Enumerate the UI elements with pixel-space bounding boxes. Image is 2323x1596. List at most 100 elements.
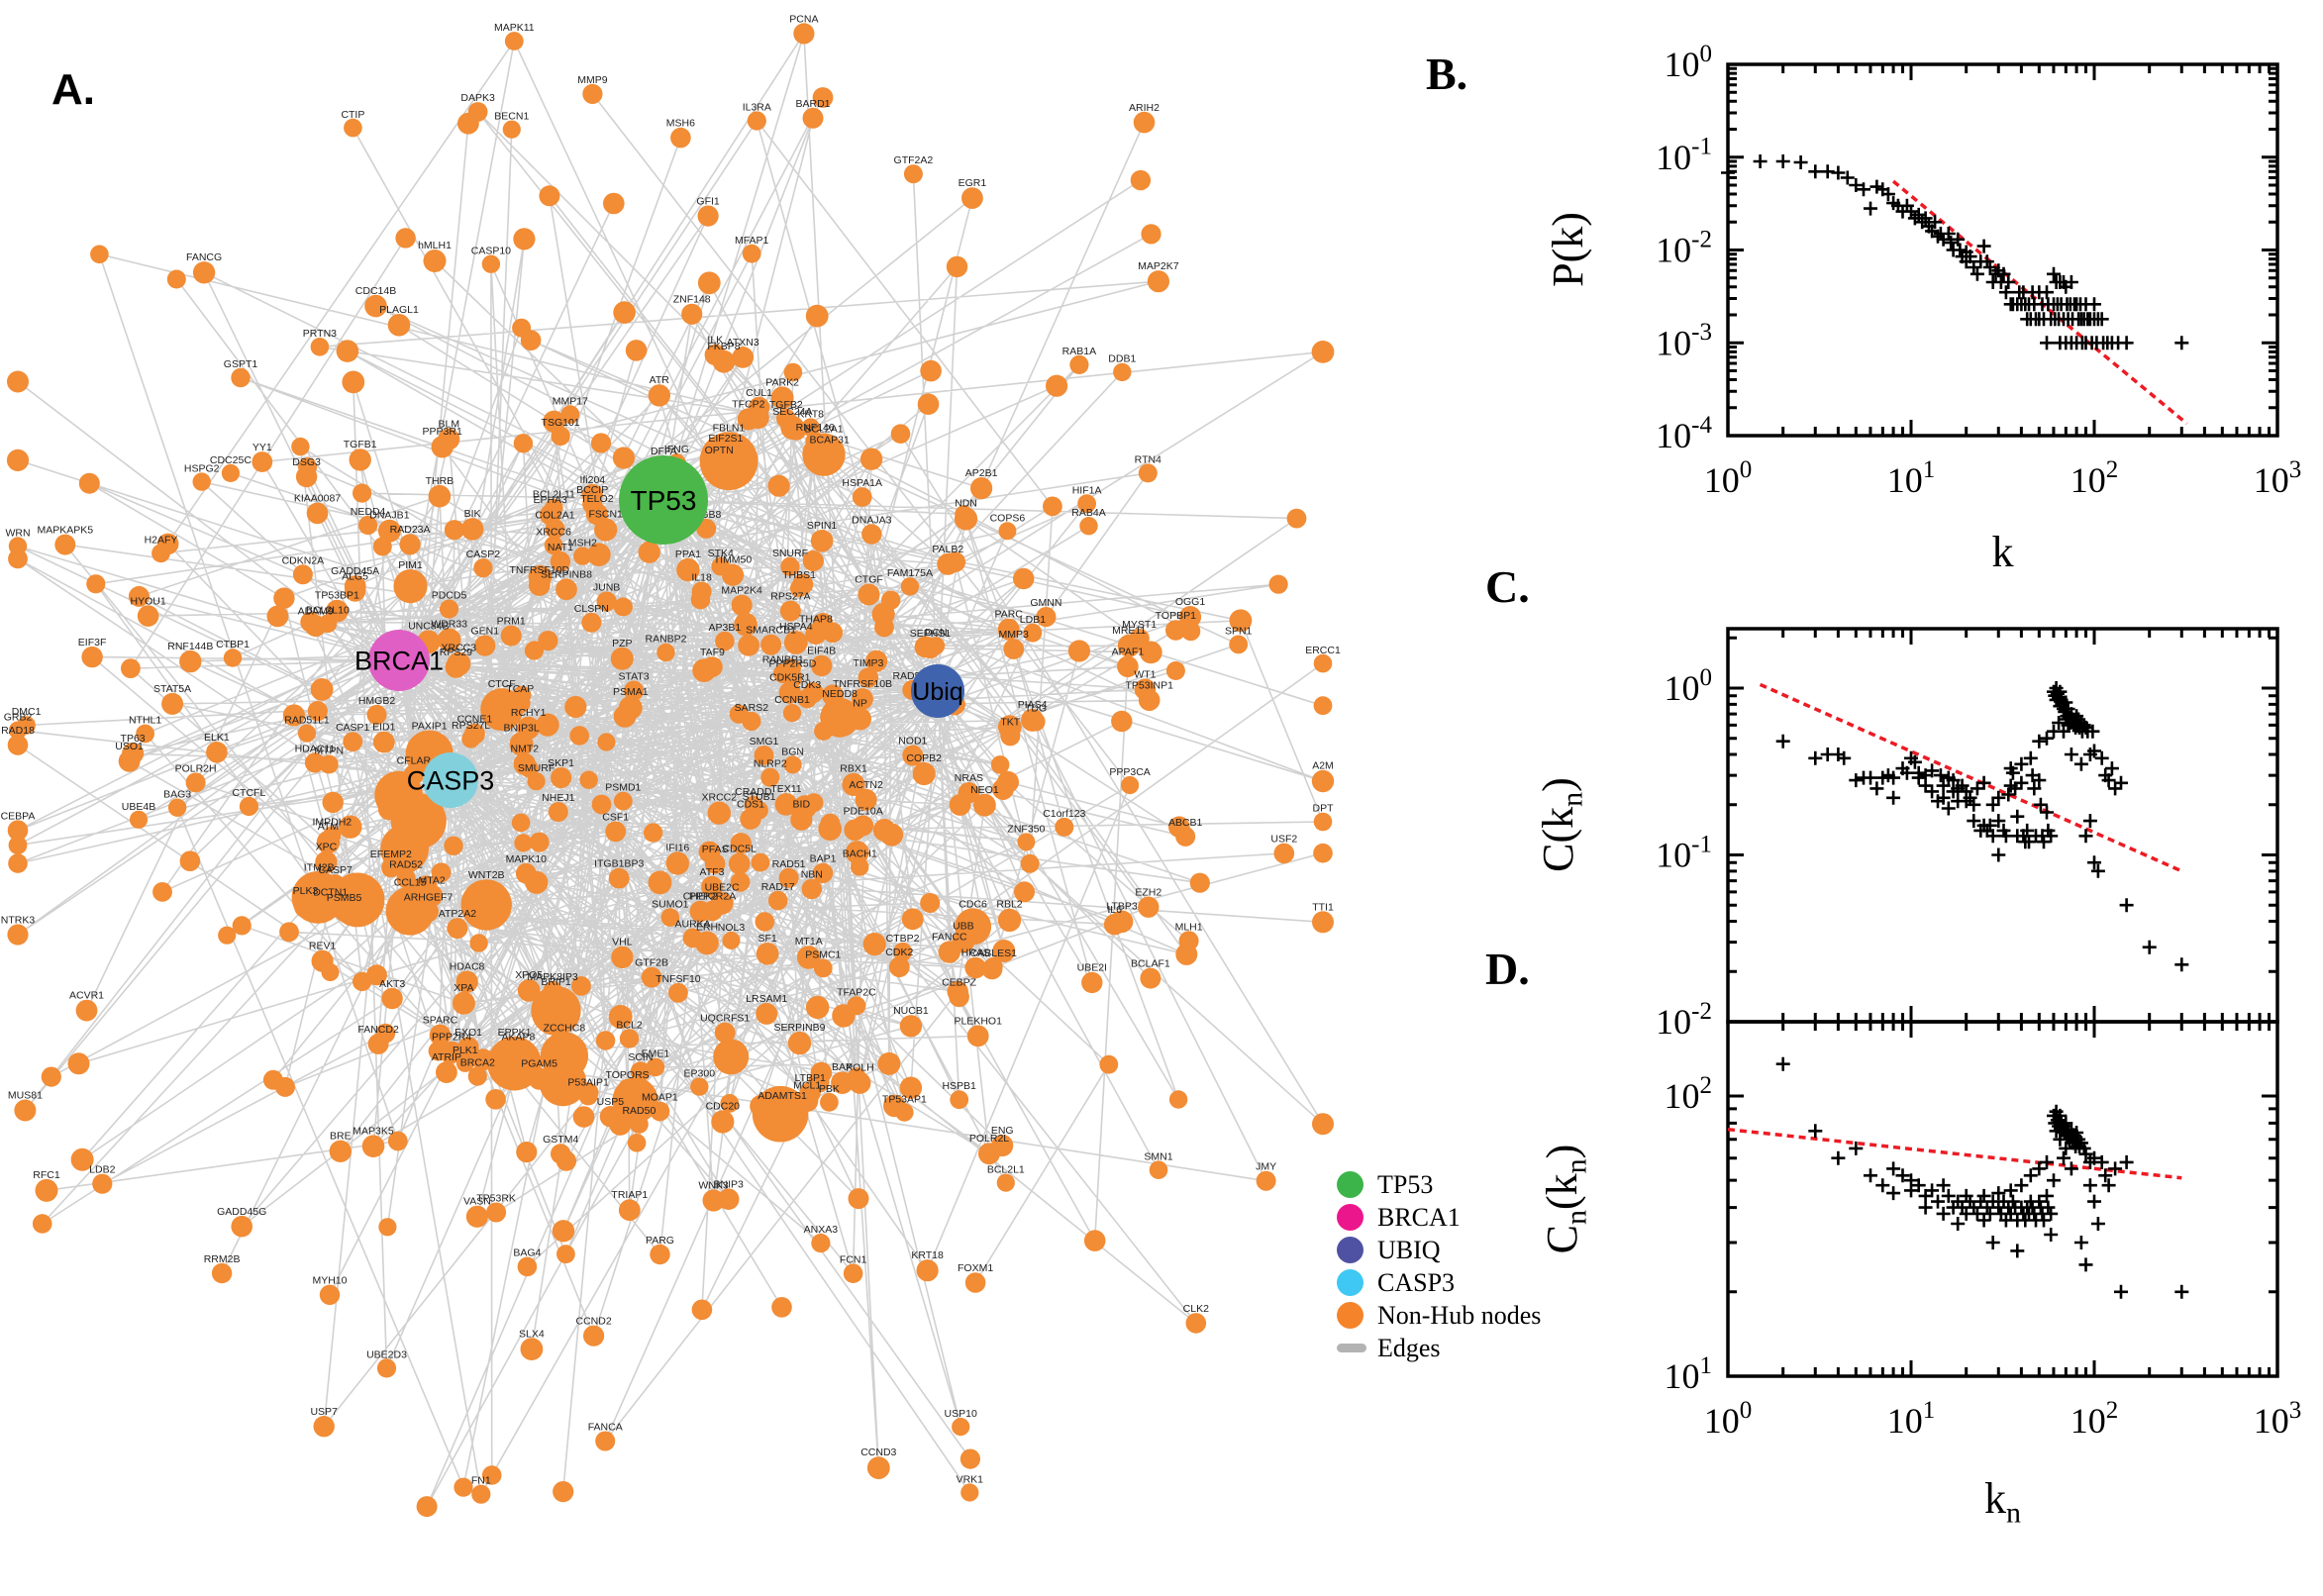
svg-text:RPS27A: RPS27A [770, 591, 810, 603]
svg-text:MMP17: MMP17 [553, 395, 588, 407]
hub-label-ubiq: Ubiq [912, 678, 962, 706]
svg-text:XRCC3: XRCC3 [442, 643, 477, 654]
svg-text:RBL2: RBL2 [996, 899, 1022, 911]
panel-label-d: D. [1485, 944, 1530, 994]
svg-text:BRIP1: BRIP1 [541, 976, 571, 988]
svg-text:PARC: PARC [994, 609, 1023, 621]
svg-text:CDS1: CDS1 [737, 799, 764, 811]
svg-text:TSG101: TSG101 [542, 417, 580, 429]
svg-text:NRAS: NRAS [955, 772, 983, 784]
svg-text:VHL: VHL [612, 937, 633, 948]
svg-text:RRM2B: RRM2B [204, 1253, 241, 1265]
svg-text:PDCD5: PDCD5 [432, 589, 467, 601]
svg-text:XRCC2: XRCC2 [702, 792, 738, 804]
svg-text:WRN: WRN [5, 527, 30, 539]
svg-text:TIMM50: TIMM50 [714, 554, 753, 566]
svg-text:CABLES1: CABLES1 [970, 948, 1017, 959]
svg-text:TP53INP1: TP53INP1 [1125, 680, 1173, 692]
svg-text:PAXIP1: PAXIP1 [412, 721, 448, 733]
svg-text:C1orf123: C1orf123 [1043, 808, 1085, 820]
svg-text:EZH2: EZH2 [1135, 886, 1162, 898]
svg-text:SARS2: SARS2 [735, 702, 769, 714]
svg-text:RAB1A: RAB1A [1062, 346, 1096, 357]
panel-label-c: C. [1485, 561, 1530, 612]
svg-text:GTF2B: GTF2B [635, 957, 668, 969]
svg-text:HRAS: HRAS [961, 948, 990, 959]
x-tick-label: 102​ [2070, 1397, 2119, 1441]
svg-text:SMG1: SMG1 [750, 736, 779, 748]
svg-text:P53AIP1: P53AIP1 [567, 1076, 609, 1088]
svg-text:MCL1: MCL1 [793, 1080, 821, 1092]
svg-text:GTF2A2: GTF2A2 [894, 154, 934, 166]
svg-text:SEC24A: SEC24A [772, 406, 812, 418]
svg-text:SMN1: SMN1 [1144, 1151, 1172, 1163]
svg-text:BNIP3L: BNIP3L [504, 723, 540, 735]
svg-text:PPP2R5D: PPP2R5D [768, 657, 816, 669]
legend-color-dot [1337, 1302, 1364, 1329]
svg-text:HMGB2: HMGB2 [358, 695, 396, 707]
svg-text:FAM175A: FAM175A [887, 567, 933, 579]
svg-text:ELK1: ELK1 [204, 732, 230, 744]
scatter-markers [1775, 681, 2189, 972]
svg-text:PPA1: PPA1 [675, 549, 701, 560]
axis-ticks [1726, 629, 2279, 1024]
svg-text:EID1: EID1 [372, 722, 396, 734]
svg-text:SERPINB9: SERPINB9 [774, 1022, 826, 1034]
hub-node-brca1 [368, 630, 430, 691]
svg-text:PBK: PBK [819, 1083, 840, 1095]
svg-text:LRSAM1: LRSAM1 [746, 993, 787, 1005]
svg-text:TTI1: TTI1 [1312, 901, 1334, 913]
legend-edge-dash [1337, 1344, 1366, 1352]
hub-nodes: TP53 BRCA1 Ubiq CASP3 [354, 455, 964, 808]
svg-text:VASN: VASN [463, 1196, 491, 1208]
svg-text:BID: BID [793, 799, 811, 811]
svg-text:RNF144B: RNF144B [167, 641, 213, 652]
svg-text:MOAP1: MOAP1 [642, 1092, 678, 1104]
svg-text:NEDD4: NEDD4 [351, 506, 386, 518]
svg-text:SLX4: SLX4 [519, 1328, 545, 1340]
svg-text:UBE2C: UBE2C [705, 882, 740, 894]
svg-text:SPIN1: SPIN1 [807, 520, 838, 532]
y-tick-label: 100​ [1665, 664, 1713, 708]
svg-text:BLM: BLM [439, 419, 460, 431]
plot-frame [1726, 62, 2279, 438]
x-tick-label: 103​ [2254, 1397, 2302, 1441]
legend-label: UBIQ [1377, 1235, 1441, 1264]
svg-text:BCL2A1: BCL2A1 [804, 424, 843, 436]
svg-text:TP53BP1: TP53BP1 [315, 590, 359, 602]
svg-text:MAP2K7: MAP2K7 [1138, 260, 1179, 272]
svg-text:XPC: XPC [316, 842, 338, 853]
hub-node-ubiq [911, 664, 964, 718]
svg-text:BRE: BRE [330, 1131, 352, 1143]
svg-text:CASP10: CASP10 [471, 246, 511, 257]
power-law-fit-line [1727, 1127, 2182, 1180]
svg-text:BAX: BAX [832, 1061, 853, 1073]
svg-text:ARHGEF7: ARHGEF7 [404, 891, 454, 903]
svg-text:RAD17: RAD17 [761, 881, 795, 893]
svg-text:BCLAF1: BCLAF1 [1131, 958, 1170, 970]
y-tick-label: 100​ [1665, 41, 1713, 84]
svg-text:CEBPA: CEBPA [1, 810, 36, 822]
svg-text:NTRK3: NTRK3 [1, 914, 36, 926]
network-node-labels: TP53RK KIAA0087 THAP8 CDC14B DSG3 NTHL1 CEBPZ V… [1, 13, 1341, 1486]
svg-text:TIMP3: TIMP3 [853, 657, 883, 669]
svg-text:ATRIP: ATRIP [432, 1051, 461, 1063]
svg-text:USP7: USP7 [310, 1406, 338, 1418]
svg-text:NAT1: NAT1 [548, 542, 573, 553]
svg-text:DAPK3: DAPK3 [460, 92, 495, 104]
svg-text:AP2B1: AP2B1 [965, 467, 998, 479]
svg-text:ZNF148: ZNF148 [673, 294, 711, 306]
svg-text:CFLAR: CFLAR [397, 754, 432, 766]
svg-text:CDK3: CDK3 [793, 679, 821, 691]
svg-text:FANCG: FANCG [186, 251, 222, 263]
legend-item-ubiq: UBIQ [1337, 1234, 1541, 1266]
svg-text:MMP9: MMP9 [577, 74, 607, 86]
svg-text:UBB: UBB [953, 920, 974, 932]
svg-text:SEPHS1: SEPHS1 [910, 628, 952, 640]
legend-label: CASP3 [1377, 1267, 1456, 1297]
legend-color-dot [1337, 1269, 1364, 1296]
svg-text:KRT8: KRT8 [797, 408, 824, 420]
svg-text:EGR1: EGR1 [959, 177, 987, 189]
svg-text:UBE2D3: UBE2D3 [366, 1348, 407, 1360]
